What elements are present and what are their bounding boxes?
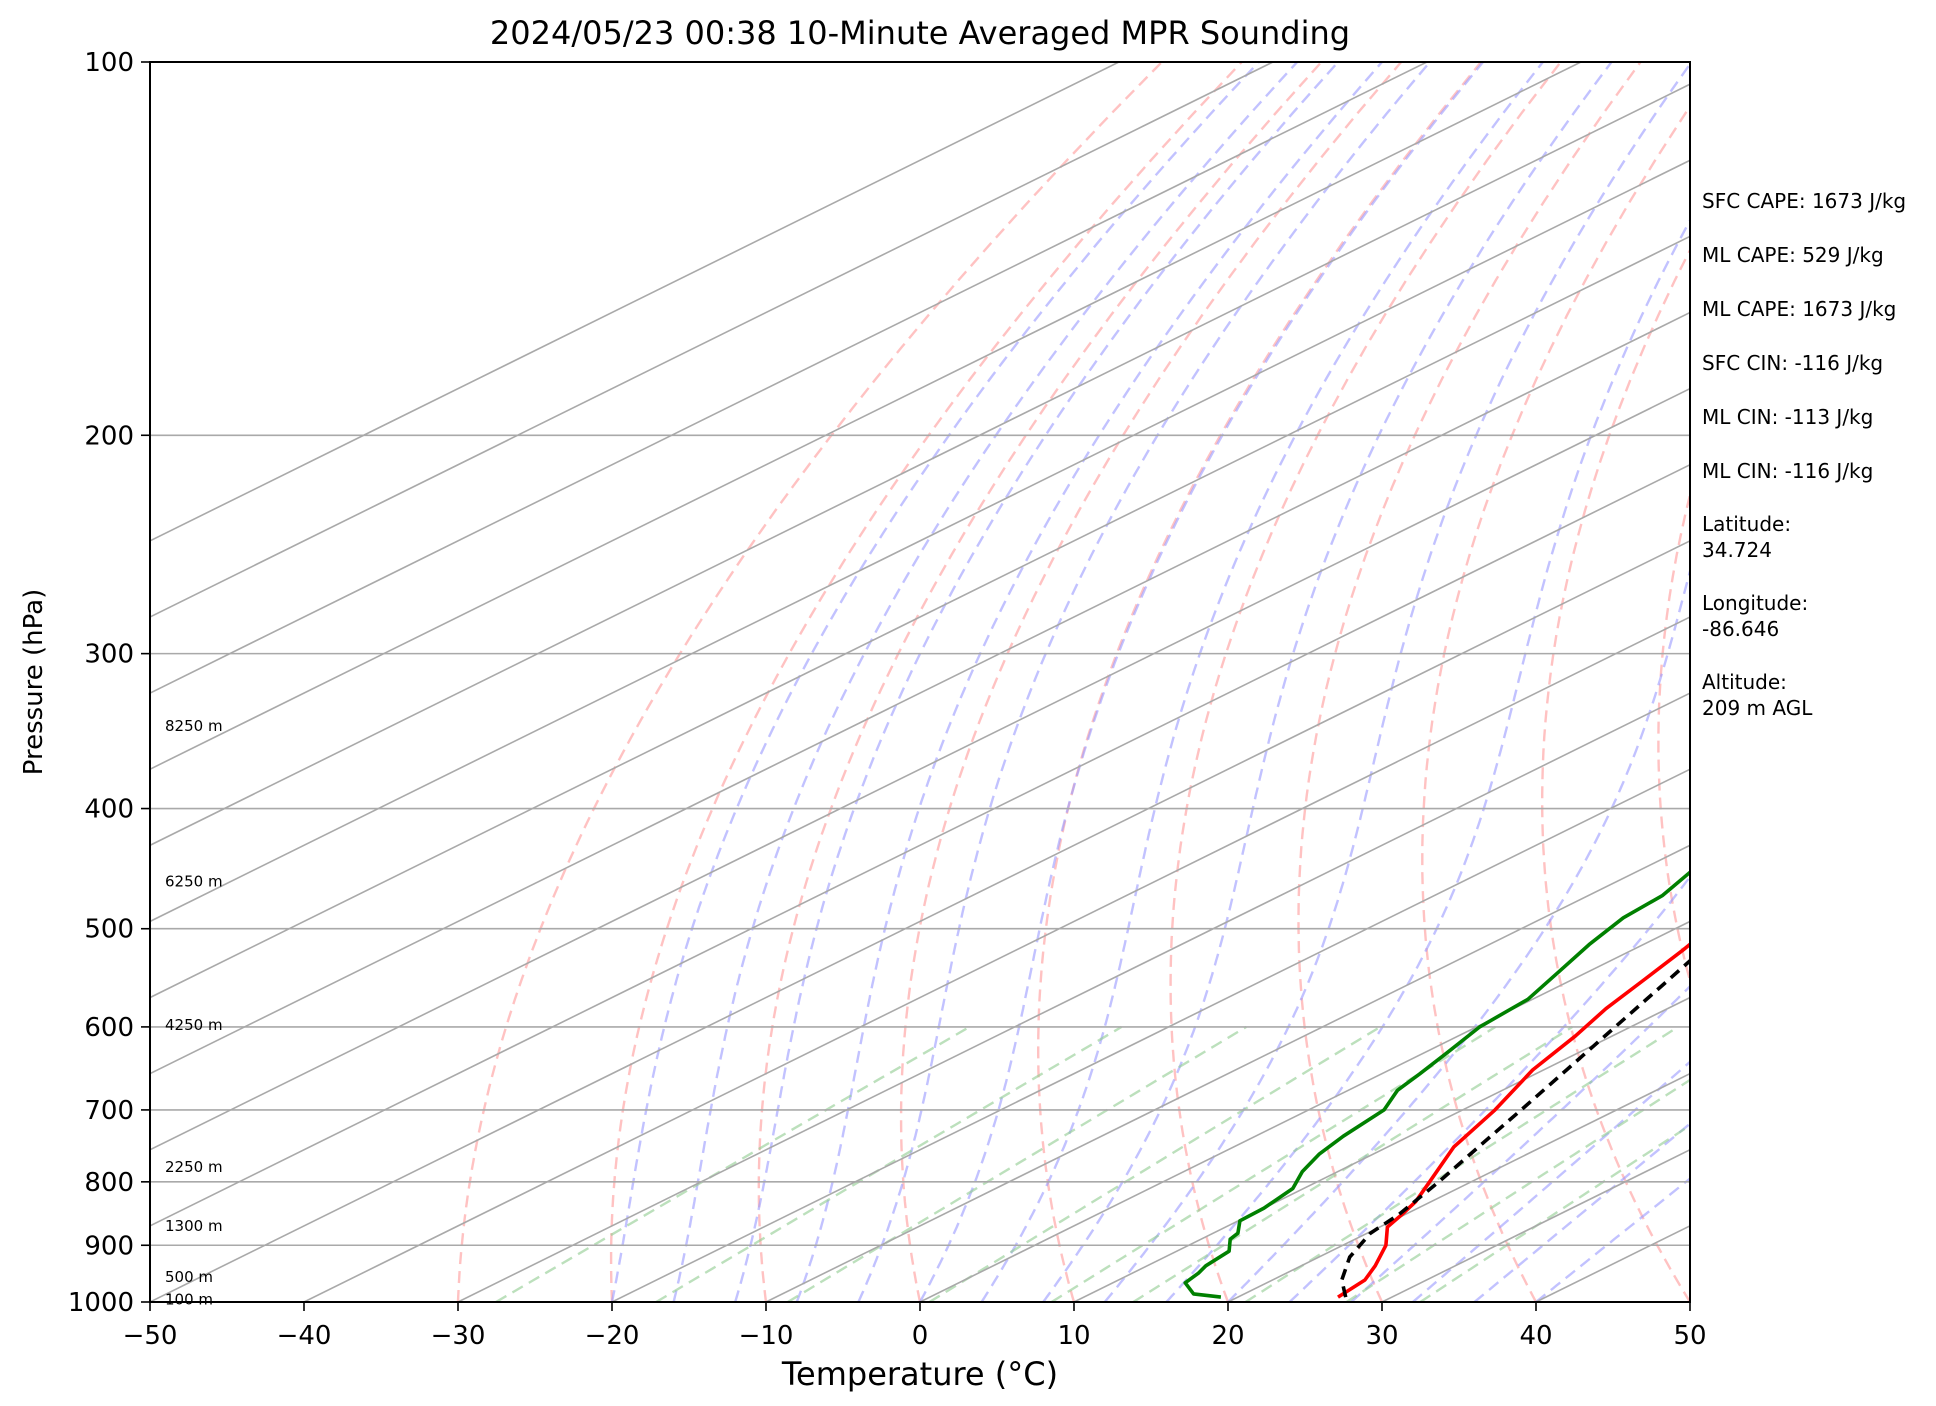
dry-adiabat — [1657, 490, 1690, 986]
isotherm-line — [150, 62, 1428, 694]
y-tick-label: 700 — [84, 1096, 134, 1126]
altitude-label: Altitude: — [1702, 670, 1787, 694]
stat-ml-cape: ML CAPE: 529 J/kg — [1702, 243, 1884, 267]
parcel-line — [1340, 958, 1690, 1298]
isotherm-line — [457, 692, 1690, 1302]
latitude-value: 34.724 — [1702, 538, 1772, 562]
y-tick-label: 500 — [84, 915, 134, 945]
height-label: 8250 m — [165, 717, 223, 735]
chart-title: 2024/05/23 00:38 10-Minute Averaged MPR … — [490, 14, 1350, 52]
y-tick-label: 800 — [84, 1168, 134, 1198]
sounding-info-panel: SFC CAPE: 1673 J/kg ML CAPE: 529 J/kg ML… — [1702, 188, 1932, 721]
y-tick-label: 600 — [84, 1013, 134, 1043]
isotherm-line — [765, 844, 1690, 1302]
y-tick-label: 900 — [84, 1231, 134, 1261]
x-tick-label: 10 — [1057, 1321, 1090, 1351]
height-label: 500 m — [165, 1268, 213, 1286]
moist-adiabat — [1042, 62, 1613, 1302]
axes: −50 −40 −30 −20 −10 0 10 20 30 40 50 1000 900 800 700 6… — [68, 48, 1707, 1351]
moist-adiabat — [610, 62, 1260, 1302]
isotherm-line — [150, 62, 1120, 542]
moist-adiabat — [672, 62, 1299, 1302]
latitude-label: Latitude: — [1702, 512, 1792, 536]
x-tick-label: −50 — [123, 1321, 178, 1351]
mixing-ratio-line — [1132, 1025, 1574, 1302]
dry-adiabat — [1421, 104, 1690, 1302]
y-tick-label: 300 — [84, 640, 134, 670]
moist-adiabat — [734, 62, 1339, 1302]
moist-adiabat — [1412, 1060, 1690, 1302]
moist-adiabat — [918, 62, 1484, 1302]
isotherm-line — [1073, 996, 1690, 1302]
x-tick-label: −10 — [739, 1321, 794, 1351]
isotherm-line — [150, 387, 1690, 1151]
isotherm-line — [150, 62, 1274, 618]
moist-adiabat — [1227, 566, 1690, 1302]
mixing-ratio-line — [1419, 1124, 1690, 1302]
isotherm-line — [919, 920, 1690, 1302]
y-tick-label: 400 — [84, 795, 134, 825]
x-tick-label: 0 — [912, 1321, 929, 1351]
dry-adiabat — [1541, 247, 1690, 1302]
height-label: 1300 m — [165, 1217, 223, 1235]
dry-adiabat — [609, 62, 1243, 1302]
isotherm-line — [150, 463, 1690, 1227]
isotherm-line — [150, 159, 1690, 923]
y-tick-label: 200 — [84, 421, 134, 451]
x-tick-label: 50 — [1673, 1321, 1706, 1351]
moist-adiabat — [1165, 218, 1690, 1302]
altitude-value: 209 m AGL — [1702, 696, 1813, 720]
height-labels: 100 m 500 m 1300 m 2250 m 4250 m 6250 m 8250 m — [165, 717, 223, 1309]
isotherm-line — [150, 235, 1690, 999]
isotherm-line — [611, 768, 1690, 1302]
x-tick-label: −30 — [431, 1321, 486, 1351]
sounding-lines — [1183, 869, 1690, 1299]
y-tick-label: 1000 — [68, 1288, 134, 1318]
x-tick-label: −40 — [277, 1321, 332, 1351]
moist-adiabat — [857, 62, 1431, 1302]
x-tick-label: 20 — [1211, 1321, 1244, 1351]
stat-sfc-cape: SFC CAPE: 1673 J/kg — [1702, 189, 1907, 213]
mixing-ratio-line — [495, 1025, 971, 1302]
dry-adiabat — [1297, 62, 1642, 1302]
dry-adiabat — [456, 62, 1163, 1302]
longitude-value: -86.646 — [1702, 617, 1780, 641]
stat-ml-cape-2: ML CAPE: 1673 J/kg — [1702, 297, 1897, 321]
isotherm-line — [150, 311, 1690, 1075]
moist-adiabat — [980, 62, 1544, 1302]
y-axis-label: Pressure (hPa) — [19, 589, 49, 776]
stat-sfc-cin: SFC CIN: -116 J/kg — [1702, 351, 1884, 375]
dry-adiabat — [899, 62, 1403, 1302]
isotherm-line — [150, 83, 1690, 847]
moist-adiabat — [1103, 62, 1690, 1302]
x-tick-label: −20 — [585, 1321, 640, 1351]
longitude-label: Longitude: — [1702, 591, 1809, 615]
y-tick-label: 100 — [84, 48, 134, 78]
mixing-ratio-line — [1345, 1078, 1690, 1302]
height-label: 2250 m — [165, 1158, 223, 1176]
x-axis-label: Temperature (°C) — [781, 1355, 1058, 1393]
background-grid — [150, 62, 1690, 1302]
dewpoint-line — [1183, 869, 1690, 1299]
isotherm-line — [150, 539, 1690, 1302]
dry-adiabat — [1169, 62, 1562, 1302]
isotherm-line — [1227, 1072, 1690, 1302]
height-label: 6250 m — [165, 872, 223, 890]
temperature-line — [1337, 941, 1690, 1299]
moist-adiabat — [795, 62, 1383, 1302]
stat-ml-cin-2: ML CIN: -116 J/kg — [1702, 459, 1874, 483]
x-tick-label: 30 — [1365, 1321, 1398, 1351]
height-label: 4250 m — [165, 1016, 223, 1034]
moist-adiabat — [1535, 1177, 1690, 1302]
mixing-ratio-line — [787, 1025, 1247, 1302]
isotherm-line — [303, 616, 1690, 1302]
stat-ml-cin: ML CIN: -113 J/kg — [1702, 405, 1874, 429]
moist-adiabat — [1473, 1122, 1690, 1302]
x-tick-label: 40 — [1519, 1321, 1552, 1351]
isotherm-line — [150, 62, 1582, 771]
height-label: 100 m — [165, 1290, 213, 1308]
dry-adiabat — [1037, 62, 1482, 1302]
dry-adiabat — [757, 62, 1323, 1302]
